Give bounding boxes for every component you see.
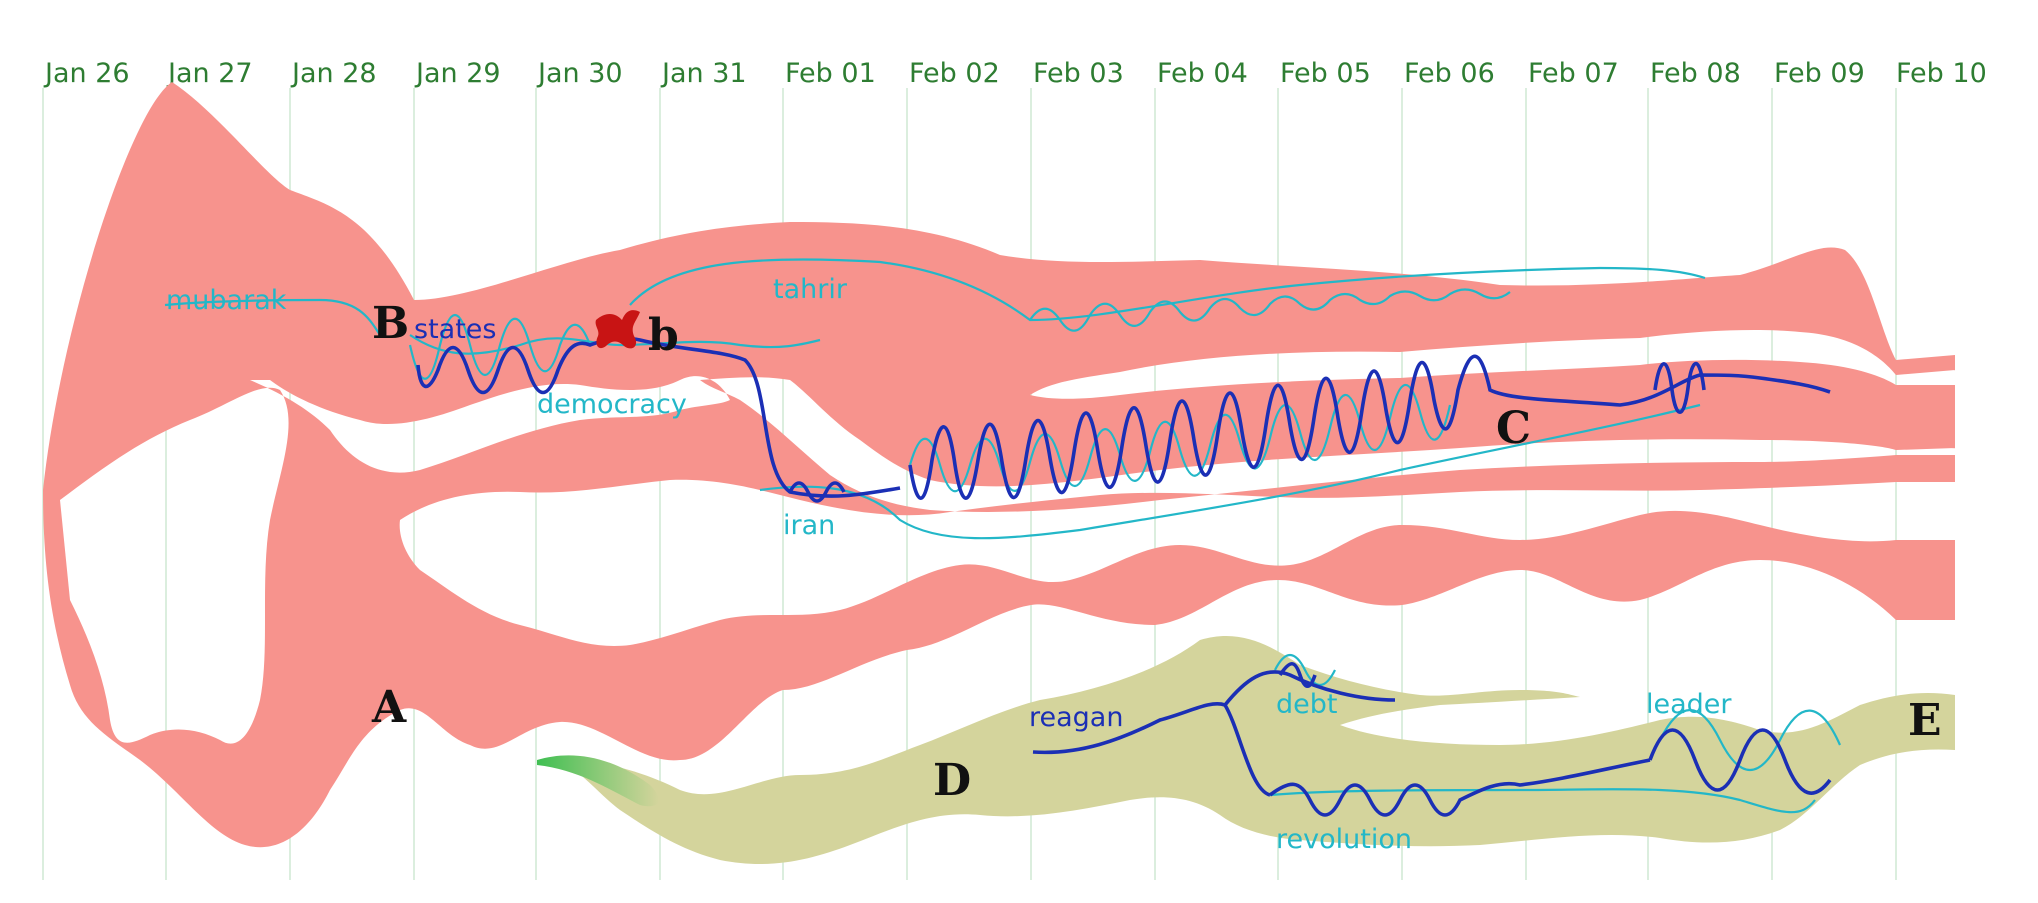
- leader-dark-wave: [1648, 728, 1832, 795]
- leader-thread-wave: [1659, 709, 1842, 771]
- dark-threads: [416, 336, 1832, 817]
- topic-stream-secondary: [560, 636, 1955, 865]
- date-label: Feb 10: [1896, 58, 1987, 89]
- date-label: Feb 09: [1774, 58, 1865, 89]
- term-label-leader: leader: [1646, 689, 1732, 720]
- states-thread-wave: [408, 313, 592, 380]
- merge-marker-icon: [595, 310, 640, 349]
- debt-thread-wave: [1274, 653, 1336, 687]
- date-label: Jan 27: [166, 58, 253, 89]
- date-label: Feb 04: [1157, 58, 1248, 89]
- term-label-reagan: reagan: [1029, 702, 1123, 733]
- term-label-mubarak: mubarak: [166, 285, 287, 316]
- date-label: Jan 30: [536, 58, 623, 89]
- annotation-markers: A B b C D E: [371, 298, 1942, 806]
- tahrir-thread: [629, 258, 1706, 322]
- marker-b: b: [648, 310, 679, 361]
- term-label-democracy: democracy: [537, 389, 687, 420]
- marker-B: B: [372, 298, 409, 349]
- mubarak-thread: [164, 298, 381, 336]
- term-label-iran: iran: [783, 510, 835, 541]
- date-label: Feb 07: [1528, 58, 1619, 89]
- term-label-revolution: revolution: [1276, 824, 1412, 855]
- date-label: Feb 02: [909, 58, 1000, 89]
- revolution-dark-wave: [1268, 758, 1651, 817]
- date-label: Feb 05: [1280, 58, 1371, 89]
- marker-D: D: [933, 755, 971, 806]
- light-threads: [164, 258, 1842, 814]
- date-label: Feb 06: [1404, 58, 1495, 89]
- iran-thread: [759, 403, 1701, 540]
- topic-stream-onset: [537, 755, 659, 807]
- date-label: Feb 01: [785, 58, 876, 89]
- main-wave-thread: [908, 354, 1831, 500]
- term-label-states: states: [414, 314, 496, 345]
- date-label: Jan 28: [290, 58, 377, 89]
- marker-C: C: [1496, 403, 1531, 454]
- date-axis: Jan 26 Jan 27 Jan 28 Jan 29 Jan 30 Jan 3…: [43, 58, 1987, 89]
- date-label: Jan 26: [43, 58, 130, 89]
- reagan-branch: [1223, 704, 1271, 797]
- tahrir-thread-wave: [1029, 288, 1511, 332]
- term-label-debt: debt: [1276, 689, 1337, 720]
- term-labels: mubarak states democracy tahrir iran rea…: [166, 274, 1732, 855]
- marker-A: A: [371, 682, 407, 733]
- term-label-tahrir: tahrir: [773, 274, 848, 305]
- debt-dark-wave: [1278, 662, 1317, 689]
- feb08-knot: [1653, 361, 1706, 414]
- iran-wiggle: [788, 481, 846, 503]
- states-main-thread: [416, 336, 901, 498]
- democracy-thread: [409, 334, 821, 355]
- date-label: Jan 31: [660, 58, 747, 89]
- marker-E: E: [1908, 695, 1942, 746]
- date-label: Feb 08: [1650, 58, 1741, 89]
- date-label: Jan 29: [414, 58, 501, 89]
- date-label: Feb 03: [1033, 58, 1124, 89]
